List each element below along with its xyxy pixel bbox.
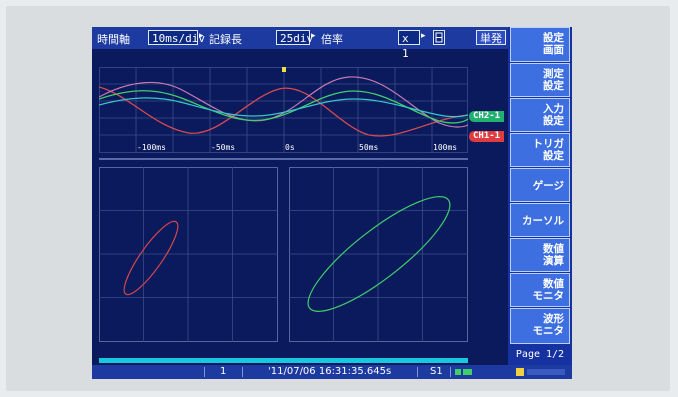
time-axis-select[interactable]: 10ms/div xyxy=(148,30,205,45)
side-menu: 設定 画面 測定 設定 入力 設定 トリガ 設定 ゲージ カーソル 数値 演算 … xyxy=(508,27,572,365)
tick-label: 100ms xyxy=(433,143,457,152)
lissajous-green xyxy=(307,196,451,312)
menu-input-settings[interactable]: 入力 設定 xyxy=(510,98,570,132)
waveform-pink xyxy=(99,76,469,128)
menu-cursor[interactable]: カーソル xyxy=(510,203,570,237)
battery-icon xyxy=(516,368,565,376)
single-trigger-button[interactable]: 単発 xyxy=(476,30,506,45)
menu-measure-settings[interactable]: 測定 設定 xyxy=(510,63,570,97)
status-divider xyxy=(417,367,418,377)
menu-gauge[interactable]: ゲージ xyxy=(510,168,570,202)
record-position-bar[interactable] xyxy=(99,358,468,363)
magnification-label: 倍率 xyxy=(321,33,343,46)
record-length-label: 記録長 xyxy=(209,33,242,46)
menu-numeric-calc[interactable]: 数値 演算 xyxy=(510,238,570,272)
menu-trigger-settings[interactable]: トリガ 設定 xyxy=(510,133,570,167)
xy-plot-right xyxy=(289,167,468,342)
magnification-dropdown-icon[interactable]: ▸ xyxy=(421,31,426,41)
tick-label: -50ms xyxy=(211,143,235,152)
status-divider xyxy=(450,367,451,377)
time-axis-label: 時間軸 xyxy=(97,33,130,46)
lissajous-red xyxy=(123,220,179,296)
storage-indicator: S1 xyxy=(430,366,443,377)
menu-setting-screen[interactable]: 設定 画面 xyxy=(510,27,570,62)
status-bar: 1 '11/07/06 16:31:35.645s S1 xyxy=(92,365,572,379)
memory-indicator-icon xyxy=(455,369,472,375)
time-axis-dropdown-icon[interactable]: ▸ xyxy=(199,31,204,41)
waveform-cyan xyxy=(99,97,469,118)
status-divider xyxy=(242,367,243,377)
tick-label: 50ms xyxy=(359,143,378,152)
waveform-green xyxy=(99,90,469,124)
tick-label: -100ms xyxy=(137,143,166,152)
magnification-select[interactable]: x 1 xyxy=(398,30,420,60)
display-mode-icon[interactable] xyxy=(433,30,445,45)
top-toolbar: 時間軸 10ms/div ▸ 記録長 25div ▸ 倍率 x 1 ▸ 単発 xyxy=(92,27,508,60)
status-divider xyxy=(204,367,205,377)
trigger-marker-icon xyxy=(282,67,286,72)
waveform-display: -100ms -50ms 0s 50ms 100ms xyxy=(99,67,469,153)
xy-plot-left xyxy=(99,167,278,342)
waveform-red xyxy=(99,86,469,137)
instrument-screen: 時間軸 10ms/div ▸ 記録長 25div ▸ 倍率 x 1 ▸ 単発 設… xyxy=(92,27,572,379)
tick-label: 0s xyxy=(285,143,295,152)
waveform-scroll-track[interactable] xyxy=(99,158,468,160)
timestamp: '11/07/06 16:31:35.645s xyxy=(268,366,392,377)
menu-numeric-monitor[interactable]: 数値 モニタ xyxy=(510,273,570,307)
menu-page-indicator[interactable]: Page 1/2 xyxy=(515,349,565,360)
channel-tag-ch1[interactable]: CH1-1 xyxy=(469,131,505,142)
page-number: 1 xyxy=(220,366,227,377)
record-length-select[interactable]: 25div xyxy=(276,30,313,45)
record-length-dropdown-icon[interactable]: ▸ xyxy=(311,31,316,41)
channel-tag-ch2[interactable]: CH2-1 xyxy=(469,111,505,122)
menu-waveform-monitor[interactable]: 波形 モニタ xyxy=(510,308,570,344)
